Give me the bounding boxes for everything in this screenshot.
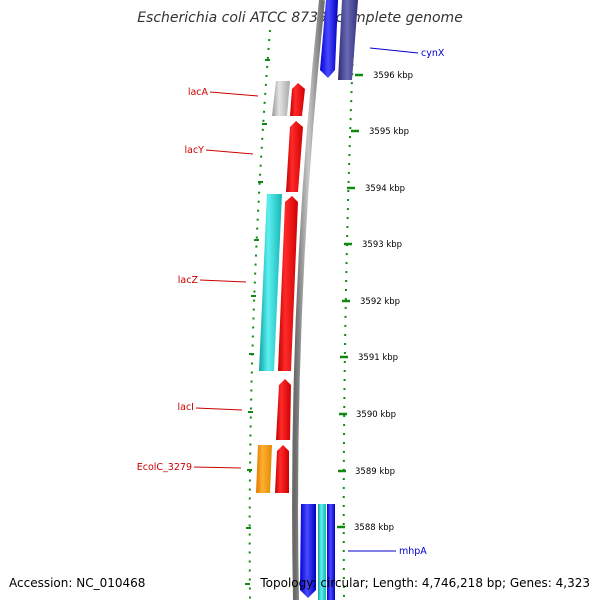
tick-label: 3594 kbp: [365, 184, 405, 194]
tick-label: 3590 kbp: [356, 410, 396, 420]
gene-cynX-forward[interactable]: [320, 0, 338, 78]
gene-lacZ-arrow[interactable]: [278, 196, 298, 371]
gene-lacI-arrow[interactable]: [276, 379, 291, 440]
outer-dotted-ring: [342, 27, 355, 600]
tick-label: 3589 kbp: [355, 467, 395, 477]
right-gene-labels: cynX mhpA: [348, 47, 445, 557]
left-gene-labels: lacA lacY lacZ lacI EcolC_3279: [137, 87, 259, 473]
tick-label: 3596 kbp: [373, 71, 413, 81]
genome-backbone: [292, 0, 325, 600]
gene-EcolC_3279-arrow[interactable]: [275, 445, 289, 493]
gene-mhpA-cyan[interactable]: [318, 504, 326, 600]
gene-label-lacA[interactable]: lacA: [188, 87, 209, 98]
gene-label-mhpA[interactable]: mhpA: [399, 546, 427, 557]
gene-label-lacI[interactable]: lacI: [178, 402, 195, 413]
gene-mhpA-forward[interactable]: [300, 504, 316, 598]
label-leader-line: [369, 47, 419, 54]
outer-ruler-ticks: [337, 73, 363, 529]
accession-text: Accession: NC_010468: [9, 576, 145, 590]
topology-text: Topology: circular; Length: 4,746,218 bp…: [259, 576, 590, 590]
gene-lacY-arrow[interactable]: [286, 121, 303, 192]
label-leader-line: [195, 407, 243, 411]
tick-label: 3588 kbp: [354, 523, 394, 533]
gene-lacA-arrow[interactable]: [290, 83, 305, 116]
label-leader-line: [193, 466, 242, 469]
gene-label-lacZ[interactable]: lacZ: [178, 275, 199, 286]
label-leader-line: [205, 149, 254, 155]
tick-label: 3595 kbp: [369, 127, 409, 137]
label-leader-line: [199, 279, 247, 283]
tick-label: 3591 kbp: [358, 353, 398, 363]
map-title: Escherichia coli ATCC 8739, complete gen…: [137, 10, 463, 26]
gene-lacZ-block[interactable]: [259, 194, 282, 371]
tick-label: 3592 kbp: [360, 297, 400, 307]
gene-EcolC_3279-block[interactable]: [256, 445, 272, 493]
tick-label: 3593 kbp: [362, 240, 402, 250]
gene-cynX-block[interactable]: [338, 0, 358, 80]
gene-label-lacY[interactable]: lacY: [185, 145, 205, 156]
inner-ring-ticks: [245, 59, 270, 585]
kbp-labels: 3596 kbp 3595 kbp 3594 kbp 3593 kbp 3592…: [354, 71, 413, 533]
label-leader-line: [209, 91, 259, 97]
gene-lacA-block[interactable]: [272, 81, 290, 116]
gene-label-EcolC_3279[interactable]: EcolC_3279: [137, 462, 192, 473]
gene-mhpA-blue2[interactable]: [327, 504, 335, 600]
gene-label-cynX[interactable]: cynX: [421, 48, 445, 59]
